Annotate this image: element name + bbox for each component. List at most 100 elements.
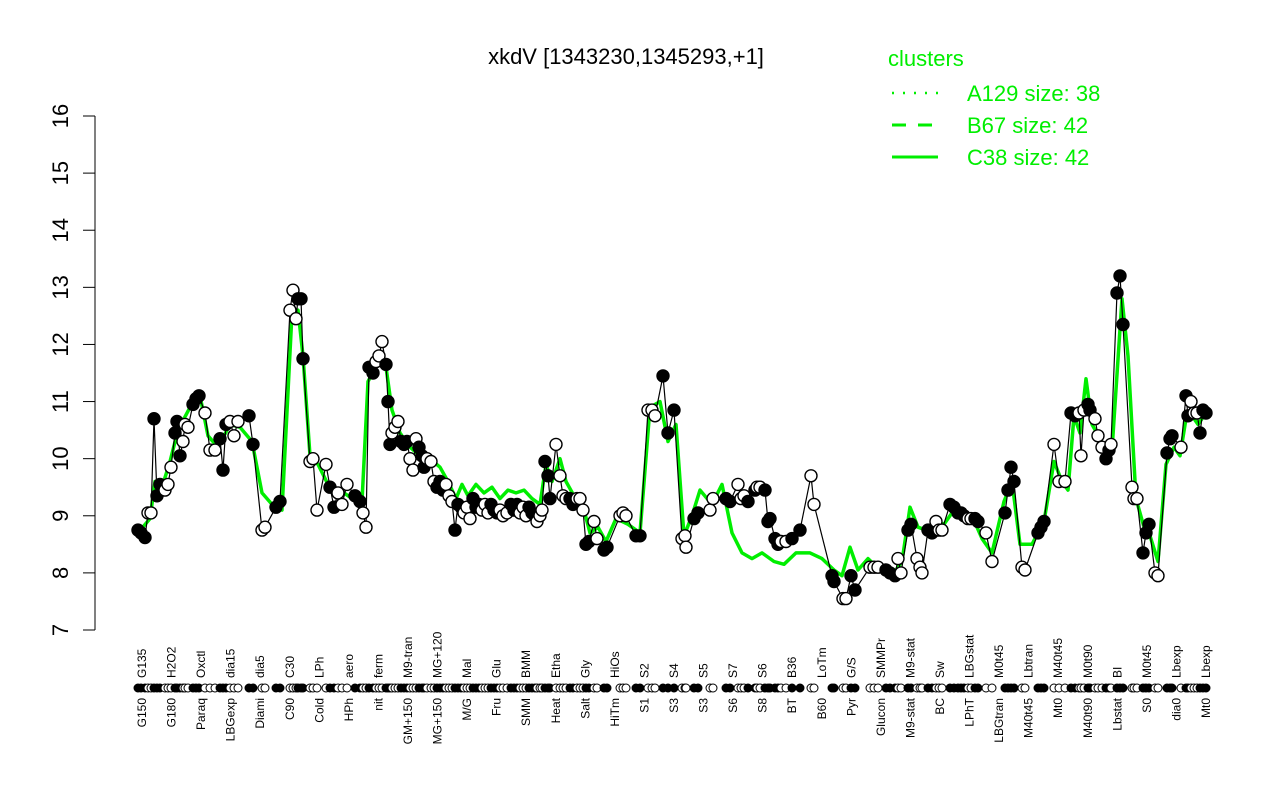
x-rug-marker [850, 683, 860, 693]
data-point-open [587, 514, 601, 529]
data-point-filled [1004, 460, 1018, 474]
chart-title: xkdV [1343230,1345293,+1] [488, 44, 764, 69]
legend-title: clusters [888, 46, 964, 71]
x-tick-label: BT [785, 697, 799, 713]
x-rug-marker [973, 683, 983, 693]
data-point-filled [273, 494, 287, 509]
data-point-open [678, 529, 692, 543]
x-tick-label: G135 [135, 648, 149, 678]
x-tick-label: BMM [519, 650, 533, 678]
x-tick-label: B60 [815, 698, 829, 720]
data-point-open [1018, 563, 1032, 577]
data-point-filled [1116, 317, 1130, 332]
x-rug-marker [708, 683, 718, 693]
data-point-open [144, 506, 158, 520]
x-tick-label: Mt0 [1199, 698, 1213, 718]
x-rug-marker [1009, 683, 1019, 693]
data-point-filled [246, 437, 260, 452]
data-point-filled [383, 437, 397, 452]
data-point-open [706, 491, 720, 506]
x-tick-label: Mal [460, 659, 474, 678]
data-point-open [619, 509, 633, 523]
data-point-filled [1007, 474, 1021, 489]
x-tick-label: S8 [756, 698, 770, 713]
x-tick-label: dia0 [1169, 698, 1183, 721]
data-point-filled [1193, 426, 1207, 440]
x-tick-label: S7 [726, 663, 740, 678]
data-point-filled [192, 389, 206, 403]
x-rug-marker [342, 683, 352, 693]
x-tick-label: S4 [667, 663, 681, 678]
data-point-open [915, 566, 929, 580]
x-tick-label: Gly [578, 660, 592, 678]
data-point-open [289, 312, 303, 326]
x-rug-marker [602, 683, 612, 693]
data-point-open [648, 409, 662, 423]
data-point-filled [379, 357, 393, 372]
x-tick-label: C90 [283, 698, 297, 720]
x-tick-label: LPhT [963, 697, 977, 726]
x-tick-label: S6 [756, 663, 770, 678]
x-tick-label: C30 [283, 656, 297, 678]
data-point-filled [656, 369, 670, 383]
y-tick-label: 13 [48, 275, 73, 299]
x-rug-marker [669, 683, 679, 693]
y-tick-label: 15 [48, 161, 73, 185]
data-point-open [1151, 569, 1165, 583]
x-tick-label: nit [371, 697, 385, 710]
data-point-open [359, 520, 373, 534]
x-axis: G135 H2O2 Oxctl dia15 dia5 C30 LPh aero ferm M9-t… [133, 631, 1213, 745]
x-rug-marker [987, 683, 997, 693]
x-tick-label: SMMPr [874, 638, 888, 678]
x-tick-label: G150 [135, 698, 149, 728]
data-point-filled [147, 412, 161, 426]
data-point-open [319, 457, 333, 472]
x-tick-label: Paraq [194, 698, 208, 730]
data-point-filled [538, 454, 552, 469]
data-point-filled [998, 506, 1012, 520]
y-tick-label: 8 [48, 567, 73, 579]
x-tick-label: Glu [490, 659, 504, 678]
data-point-filled [785, 531, 799, 546]
data-point-open [891, 551, 905, 566]
y-tick-label: 12 [48, 332, 73, 356]
data-point-open [231, 414, 245, 429]
data-point-filled [827, 574, 841, 589]
legend-entry-label: B67 size: 42 [967, 113, 1088, 138]
x-tick-label: Diami [253, 698, 267, 729]
data-point-open [439, 477, 453, 492]
data-point-filled [541, 469, 555, 483]
x-tick-label: MG+150 [431, 698, 445, 745]
data-point-open [340, 477, 354, 492]
x-rug-marker [795, 683, 805, 693]
x-tick-label: S0 [1140, 698, 1154, 713]
data-point-filled [366, 366, 380, 380]
x-tick-label: G180 [165, 698, 179, 728]
data-point-open [894, 566, 908, 580]
data-point-filled [173, 449, 187, 463]
x-tick-label: B36 [785, 656, 799, 678]
x-rug-marker [725, 683, 735, 693]
data-point-filled [691, 506, 705, 520]
data-point-filled [216, 463, 230, 477]
x-rug-marker [260, 683, 270, 693]
data-point-filled [1110, 286, 1124, 300]
y-tick-label: 9 [48, 510, 73, 522]
data-point-open [1091, 429, 1105, 443]
data-point-filled [723, 494, 737, 509]
x-rug-marker [248, 683, 258, 693]
x-rug-marker [873, 683, 883, 693]
data-point-filled [741, 494, 755, 509]
x-tick-label: HiOs [608, 651, 622, 678]
x-tick-label: Lbexp [1169, 645, 1183, 678]
y-tick-label: 11 [48, 390, 73, 413]
data-point-open [198, 406, 212, 420]
x-tick-label: G/S [844, 657, 858, 678]
x-tick-label: M0t90 [1081, 644, 1095, 678]
x-rug-marker [650, 683, 660, 693]
data-point-filled [904, 517, 918, 531]
data-point-open [979, 526, 993, 540]
data-point-open [306, 452, 320, 466]
x-tick-label: Oxctl [194, 651, 208, 678]
